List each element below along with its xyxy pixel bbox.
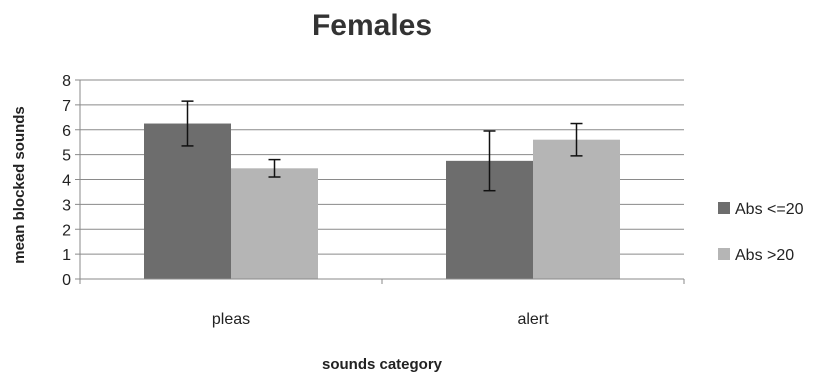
y-tick-label: 2 [62,222,71,239]
x-category-labels: pleas alert [212,311,549,328]
y-tick-label: 8 [62,73,71,90]
y-tick-label: 7 [62,98,71,115]
axes [75,79,685,284]
y-axis-label: mean blocked sounds [11,106,28,264]
bar-abs-20-alert [533,139,620,279]
legend-swatch [718,248,730,260]
y-tick-label: 0 [62,272,71,289]
y-tick-label: 4 [62,173,71,190]
x-category-label: alert [517,311,549,328]
y-tick-label: 1 [62,247,71,264]
x-axis-label: sounds category [322,356,443,373]
x-category-label: pleas [212,311,250,328]
y-tick-label: 6 [62,123,71,140]
legend-label: Abs <=20 [735,201,804,218]
legend-label: Abs >20 [735,247,794,264]
legend-swatch [718,202,730,214]
y-tick-label: 5 [62,148,71,165]
chart-title: Females [312,9,432,42]
bar-abs-20-pleas [144,123,231,279]
error-bars [181,100,583,192]
y-tick-labels: 0 1 2 3 4 5 6 7 8 [62,73,71,289]
legend: Abs <=20 Abs >20 [718,201,804,264]
y-tick-label: 3 [62,197,71,214]
bar-abs-20-pleas [231,168,318,279]
bars [144,123,620,279]
